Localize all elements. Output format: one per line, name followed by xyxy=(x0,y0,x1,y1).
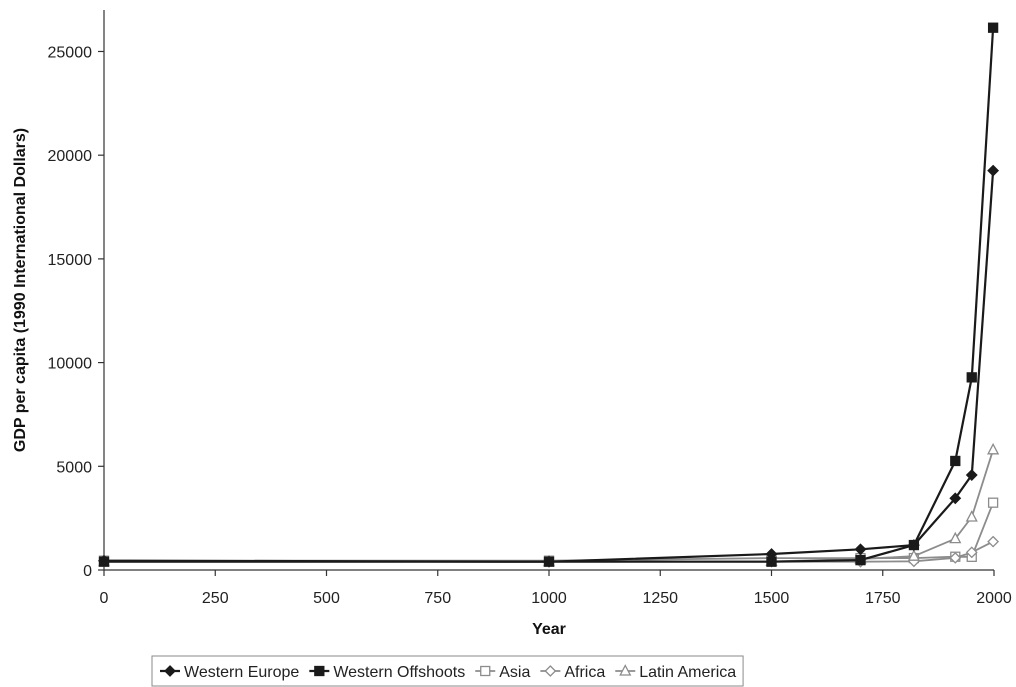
y-tick-label: 25000 xyxy=(48,44,93,61)
legend-box xyxy=(151,655,744,687)
y-tick-label: 5000 xyxy=(56,459,92,476)
legend-item-latin-america: Latin America xyxy=(615,664,736,681)
data-point-western-offshoots xyxy=(98,556,110,567)
data-point-asia xyxy=(987,497,999,508)
data-point-latin-america xyxy=(965,510,978,522)
x-tick-label: 250 xyxy=(202,590,229,607)
data-point-western-europe xyxy=(987,164,1000,177)
y-tick-label: 20000 xyxy=(48,148,93,165)
legend-label-africa: Africa xyxy=(564,664,605,681)
legend-marker-latin-america xyxy=(619,664,632,676)
legend-marker-africa xyxy=(544,665,557,677)
x-tick-label: 1500 xyxy=(754,590,790,607)
data-point-western-offshoots xyxy=(908,539,920,551)
data-point-africa xyxy=(965,546,978,559)
x-tick-label: 1250 xyxy=(642,590,678,607)
data-point-western-offshoots xyxy=(987,22,999,33)
x-tick-label: 2000 xyxy=(976,590,1012,607)
legend-label-western-europe: Western Europe xyxy=(184,664,299,681)
x-axis-title: Year xyxy=(532,621,566,638)
data-point-western-offshoots xyxy=(766,556,777,567)
legend-marker-western-offshoots xyxy=(314,665,325,677)
series-western-offshoots xyxy=(98,22,999,567)
legend-item-asia: Asia xyxy=(475,664,530,681)
y-tick-label: 10000 xyxy=(48,356,93,373)
x-tick-label: 0 xyxy=(100,590,109,607)
data-point-western-europe xyxy=(949,492,962,505)
legend-label-latin-america: Latin America xyxy=(639,664,736,681)
x-tick-label: 500 xyxy=(313,590,340,607)
series-layer xyxy=(97,22,1000,568)
y-axis-ticks: 0 5000 10000 15000 20000 25000 xyxy=(48,44,104,580)
x-tick-label: 1000 xyxy=(531,590,567,607)
data-point-africa xyxy=(987,535,1000,548)
series-line-western-europe xyxy=(103,170,995,563)
data-point-western-offshoots xyxy=(543,556,555,567)
y-tick-label: 15000 xyxy=(48,252,93,269)
data-point-western-europe xyxy=(854,543,867,556)
data-point-western-offshoots xyxy=(966,372,977,383)
legend-item-western-europe: Western Europe xyxy=(160,664,299,681)
x-tick-label: 750 xyxy=(424,590,451,607)
y-axis-title: GDP per capita (1990 International Dolla… xyxy=(12,128,29,452)
axes xyxy=(103,10,994,571)
data-point-western-offshoots xyxy=(950,455,961,467)
data-point-africa xyxy=(949,551,962,564)
y-tick-label: 0 xyxy=(83,563,92,580)
legend-item-western-offshoots: Western Offshoots xyxy=(309,664,465,681)
legend-marker-asia xyxy=(480,665,491,677)
data-point-western-europe xyxy=(965,469,978,481)
data-point-western-offshoots xyxy=(855,554,866,566)
data-point-latin-america xyxy=(987,442,1000,455)
series-western-europe xyxy=(98,164,1000,568)
legend: Western Europe Western Offshoots Asia Afric… xyxy=(151,655,744,687)
x-axis-ticks: 0 250 500 750 1000 1250 1500 1750 2000 xyxy=(100,570,1012,607)
series-line-western-offshoots xyxy=(104,27,995,563)
data-point-latin-america xyxy=(949,531,962,544)
legend-label-western-offshoots: Western Offshoots xyxy=(333,664,465,681)
legend-item-africa: Africa xyxy=(540,664,605,681)
x-tick-label: 1750 xyxy=(865,590,901,607)
data-point-latin-america xyxy=(907,549,920,561)
legend-label-asia: Asia xyxy=(499,664,530,681)
legend-marker-western-europe xyxy=(164,665,176,677)
